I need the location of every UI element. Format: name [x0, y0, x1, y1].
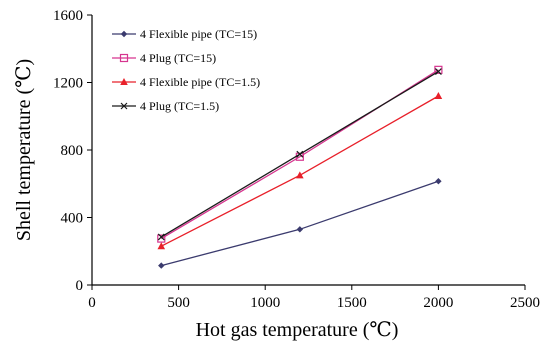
y-axis-title: Shell temperature (℃)	[13, 59, 35, 241]
series-3	[157, 92, 442, 249]
y-tick-label: 0	[76, 278, 84, 294]
legend-label: 4 Plug (TC=1.5)	[140, 99, 219, 113]
legend-entry: 4 Plug (TC=1.5)	[112, 99, 219, 113]
legend-entry: 4 Flexible pipe (TC=15)	[112, 27, 257, 41]
legend-label: 4 Plug (TC=15)	[140, 51, 216, 65]
diamond-marker	[435, 178, 441, 184]
y-tick-label: 400	[61, 211, 84, 227]
x-tick-label: 2000	[423, 295, 453, 311]
y-tick-label: 1200	[53, 76, 83, 92]
x-tick-label: 1000	[250, 295, 280, 311]
series-1	[158, 178, 442, 269]
triangle-marker	[157, 242, 165, 249]
legend-entry: 4 Plug (TC=15)	[112, 51, 216, 65]
series-layer	[157, 66, 442, 268]
series-line	[161, 181, 438, 265]
diamond-marker	[297, 226, 303, 232]
x-tick-label: 0	[88, 295, 96, 311]
diamond-marker	[121, 31, 127, 37]
y-tick-label: 800	[61, 143, 84, 159]
legend-label: 4 Flexible pipe (TC=15)	[140, 27, 257, 41]
series-line	[161, 96, 438, 246]
x-tick-label: 2500	[510, 295, 540, 311]
y-tick-label: 1600	[53, 8, 83, 24]
x-tick-label: 500	[167, 295, 190, 311]
x-tick-label: 1500	[337, 295, 367, 311]
legend: 4 Flexible pipe (TC=15) 4 Plug (TC=15) 4 F…	[112, 27, 260, 113]
triangle-marker	[435, 92, 443, 99]
x-axis-title: Hot gas temperature (℃)	[196, 319, 399, 341]
legend-label: 4 Flexible pipe (TC=1.5)	[140, 75, 260, 89]
triangle-marker	[296, 171, 304, 178]
legend-entry: 4 Flexible pipe (TC=1.5)	[112, 75, 260, 89]
diamond-marker	[158, 262, 164, 268]
